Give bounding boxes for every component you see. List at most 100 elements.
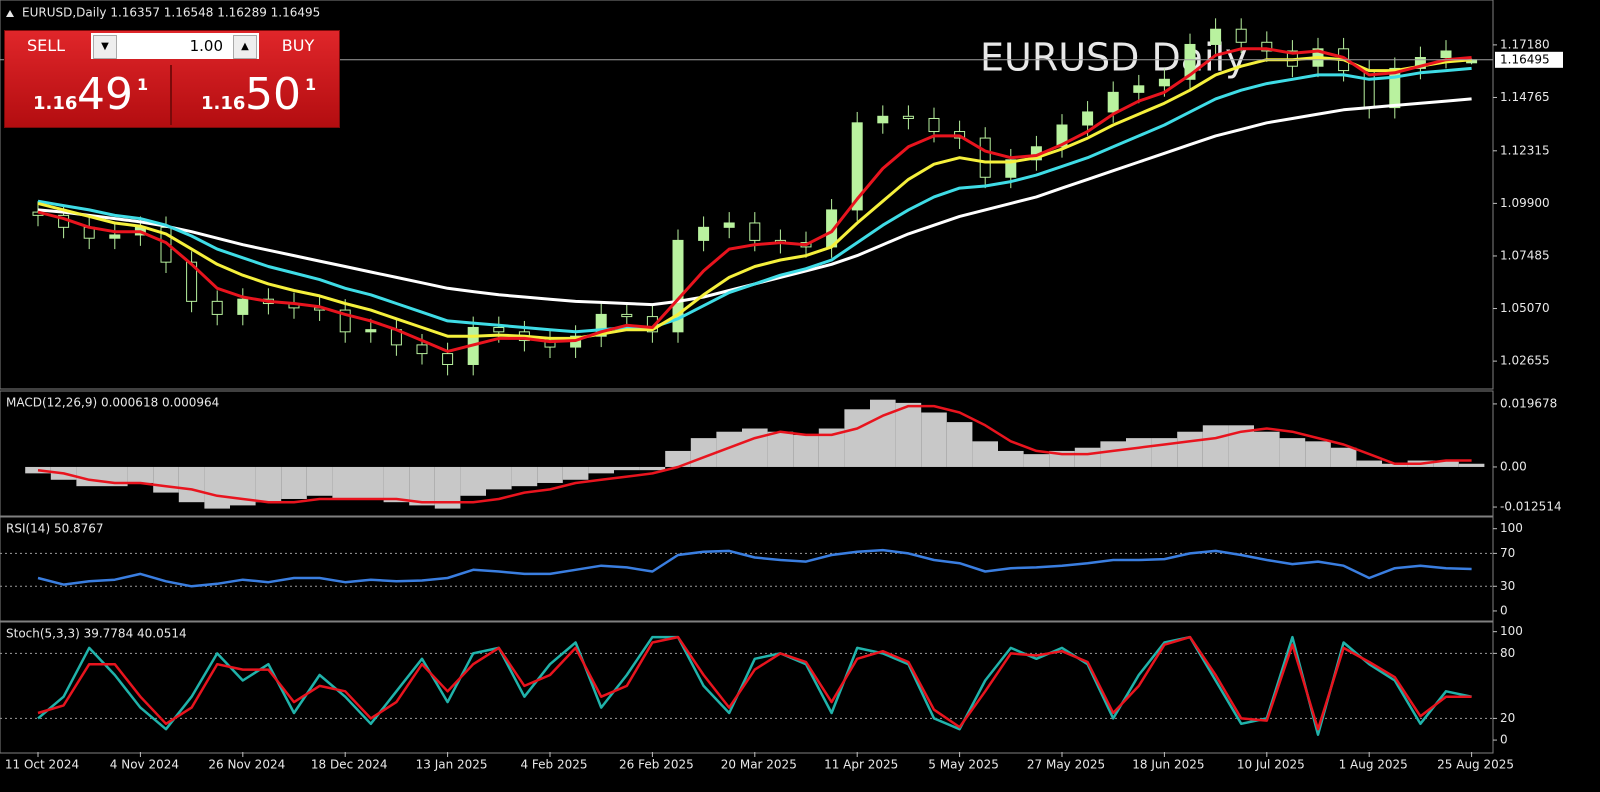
histogram-bar — [767, 431, 794, 467]
sell-price[interactable]: 1.16 49 1 — [5, 65, 172, 125]
histogram-bar — [153, 466, 179, 493]
y-tick-label: 100 — [1500, 624, 1523, 638]
candle-body — [877, 115, 889, 124]
lot-value[interactable]: 1.00 — [189, 37, 223, 55]
histogram-bar — [486, 466, 512, 490]
big-figure: 1.16 — [33, 93, 78, 114]
x-tick-label: 27 May 2025 — [1027, 758, 1105, 772]
current-price-label: 1.16495 — [1500, 52, 1550, 66]
y-tick-label: 0 — [1500, 603, 1508, 617]
candle-body — [672, 239, 684, 333]
histogram-bar — [537, 466, 563, 483]
y-tick-label: 1.02655 — [1500, 354, 1550, 368]
histogram-bar — [690, 438, 717, 467]
symbol-annotation: EURUSD Daily — [980, 36, 1248, 80]
y-tick-label: 80 — [1500, 646, 1515, 660]
histogram-bar — [281, 466, 307, 499]
histogram-bar — [1433, 460, 1459, 467]
histogram-bar — [1023, 454, 1050, 467]
candle-body — [1107, 91, 1119, 113]
candle-body — [851, 122, 863, 211]
y-tick-label: 1.17180 — [1500, 37, 1550, 51]
candle-body — [698, 226, 710, 241]
chart-header: EURUSD,Daily 1.16357 1.16548 1.16289 1.1… — [22, 6, 320, 20]
buy-button[interactable]: BUY — [281, 36, 315, 55]
candle-body — [211, 300, 223, 315]
histogram-bar — [665, 450, 691, 467]
histogram-bar — [409, 466, 435, 506]
lot-input[interactable]: ▼ 1.00 ▲ — [91, 33, 259, 59]
histogram-bar — [1356, 460, 1382, 467]
collapse-icon[interactable] — [6, 10, 14, 17]
x-tick-label: 18 Jun 2025 — [1132, 758, 1204, 772]
x-tick-label: 10 Jul 2025 — [1237, 758, 1305, 772]
histogram-bar — [306, 466, 333, 496]
indicator-title: MACD(12,26,9) 0.000618 0.000964 — [6, 396, 219, 410]
y-tick-label: 1.05070 — [1500, 301, 1550, 315]
y-tick-label: 1.09900 — [1500, 196, 1550, 210]
histogram-bar — [1330, 447, 1357, 467]
indicator-title: RSI(14) 50.8767 — [6, 522, 104, 536]
candle-body — [1005, 159, 1017, 178]
x-tick-label: 25 Aug 2025 — [1437, 758, 1514, 772]
x-tick-label: 4 Feb 2025 — [520, 758, 587, 772]
histogram-bar — [255, 466, 282, 503]
candle-body — [109, 234, 121, 239]
x-tick-label: 11 Oct 2024 — [5, 758, 79, 772]
histogram-bar — [204, 466, 230, 509]
sell-button[interactable]: SELL — [26, 36, 66, 55]
lot-increase[interactable]: ▲ — [233, 35, 257, 59]
panel-border — [0, 621, 1494, 754]
y-tick-label: 0 — [1500, 733, 1508, 747]
candle-body — [1440, 50, 1452, 59]
histogram-bar — [178, 466, 205, 503]
y-tick-label: 1.07485 — [1500, 248, 1550, 262]
lot-decrease[interactable]: ▼ — [93, 35, 117, 59]
current-price-box — [1495, 51, 1563, 68]
candle-body — [493, 326, 505, 333]
histogram-bar — [358, 466, 384, 499]
candle-body — [1414, 57, 1426, 69]
indicator-line — [37, 635, 1472, 731]
histogram-bar — [793, 434, 819, 467]
candle-body — [749, 222, 761, 241]
indicator-line — [37, 404, 1472, 504]
x-tick-label: 26 Nov 2024 — [208, 758, 285, 772]
candle-body — [1235, 28, 1247, 43]
candle-body — [1261, 41, 1273, 52]
indicator-line — [37, 97, 1472, 307]
histogram-bar — [1126, 438, 1152, 467]
y-tick-label: -0.012514 — [1500, 500, 1562, 514]
histogram-bar — [562, 466, 589, 480]
y-tick-label: 70 — [1500, 546, 1515, 560]
one-click-trading: SELL ▼ 1.00 ▲ BUY 1.16 49 1 1.16 50 1 — [4, 30, 340, 128]
histogram-bar — [1279, 438, 1306, 467]
histogram-bar — [588, 466, 614, 474]
histogram-bar — [844, 409, 870, 467]
x-tick-label: 20 Mar 2025 — [721, 758, 797, 772]
histogram-bar — [1074, 447, 1101, 467]
indicator-line — [37, 47, 1472, 353]
x-tick-label: 11 Apr 2025 — [824, 758, 898, 772]
candle-body — [442, 353, 454, 365]
histogram-bar — [895, 402, 922, 467]
x-tick-label: 5 May 2025 — [928, 758, 999, 772]
histogram-bar — [639, 466, 666, 471]
buy-price[interactable]: 1.16 50 1 — [173, 65, 338, 125]
panel-border — [0, 390, 1494, 517]
fraction: 1 — [305, 75, 317, 94]
histogram-bar — [742, 428, 768, 467]
candle-body — [416, 344, 428, 355]
histogram-bar — [1458, 463, 1485, 467]
candle-body — [723, 222, 735, 228]
x-tick-label: 4 Nov 2024 — [110, 758, 179, 772]
histogram-bar — [383, 466, 410, 503]
candle-body — [1056, 124, 1068, 148]
histogram-bar — [1382, 463, 1408, 467]
candle-body — [1133, 85, 1145, 93]
y-tick-label: 100 — [1500, 521, 1523, 535]
indicator-line — [37, 66, 1472, 334]
histogram-bar — [998, 450, 1024, 467]
fraction: 1 — [137, 75, 149, 94]
